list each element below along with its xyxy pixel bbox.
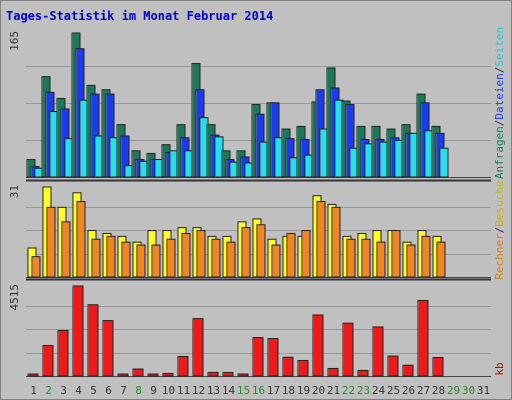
kb-bar	[372, 326, 384, 377]
seiten-bar	[439, 147, 449, 178]
rechner-bar	[121, 241, 131, 278]
y-max-label: 4515	[8, 284, 21, 311]
rechner-bar	[331, 206, 341, 278]
kb-bar	[387, 355, 399, 377]
day-tick-label: 6	[105, 384, 112, 397]
kb-bar	[162, 372, 174, 377]
day-tick-label: 5	[90, 384, 97, 397]
kb-bar	[237, 373, 249, 377]
kb-bar	[177, 355, 189, 377]
kb-bar	[432, 356, 444, 377]
day-tick-label: 7	[120, 384, 127, 397]
y-max-label: 165	[8, 31, 21, 51]
kb-bar	[222, 371, 234, 377]
kb-bar	[402, 364, 414, 377]
rechner-bar	[226, 241, 236, 278]
rechner-bar	[61, 221, 71, 278]
day-tick-label: 23	[357, 384, 370, 397]
day-tick-label: 25	[387, 384, 400, 397]
rechner-bar	[286, 232, 296, 278]
kb-bar	[312, 314, 324, 377]
kb-bar	[327, 367, 339, 377]
rechner-bar	[376, 241, 386, 278]
kb-bar	[267, 338, 279, 377]
kb-bar	[282, 356, 294, 377]
day-tick-label: 16	[252, 384, 265, 397]
rechner-bar	[241, 227, 251, 278]
day-tick-label: 31	[477, 384, 490, 397]
kb-bar	[252, 337, 264, 377]
kb-bar	[192, 318, 204, 377]
y-max-label: 31	[8, 185, 21, 198]
rechner-bar	[106, 235, 116, 278]
rechner-bar	[181, 232, 191, 278]
day-tick-label: 20	[312, 384, 325, 397]
day-tick-label: 17	[267, 384, 280, 397]
rechner-bar	[76, 201, 86, 278]
day-tick-label: 15	[237, 384, 250, 397]
kb-bar	[42, 345, 54, 377]
rechner-bar	[346, 238, 356, 278]
rechner-bar	[361, 238, 371, 278]
kb-bar	[147, 373, 159, 377]
day-tick-label: 10	[162, 384, 175, 397]
day-tick-label: 1	[30, 384, 37, 397]
day-tick-label: 21	[327, 384, 340, 397]
rechner-bar	[436, 241, 446, 278]
kb-bar	[72, 285, 84, 377]
kb-bar	[102, 320, 114, 377]
kb-bar	[417, 299, 429, 377]
kb-bar	[57, 330, 69, 377]
day-tick-label: 29	[447, 384, 460, 397]
kb-bar	[357, 369, 369, 377]
rechner-bar	[46, 206, 56, 278]
rechner-bar	[166, 238, 176, 278]
kb-bar	[297, 359, 309, 377]
day-tick-label: 19	[297, 384, 310, 397]
day-tick-label: 9	[150, 384, 157, 397]
rechner-bar	[421, 235, 431, 278]
legend-kb: kb	[493, 362, 506, 375]
rechner-bar	[151, 244, 161, 278]
day-tick-label: 24	[372, 384, 386, 397]
day-tick-label: 12	[192, 384, 205, 397]
rechner-bar	[91, 238, 101, 278]
day-tick-label: 30	[462, 384, 475, 397]
day-tick-label: 13	[207, 384, 220, 397]
day-tick-label: 14	[222, 384, 236, 397]
kb-bar	[207, 371, 219, 377]
day-tick-label: 27	[417, 384, 430, 397]
chart-title: Tages-Statistik im Monat Februar 2014	[6, 9, 274, 23]
legend-besuche-rechner: Rechner/Besuche	[493, 180, 506, 279]
rechner-bar	[211, 238, 221, 278]
day-tick-label: 28	[432, 384, 445, 397]
kb-bar	[117, 373, 129, 377]
day-tick-label: 18	[282, 384, 295, 397]
day-tick-label: 3	[60, 384, 67, 397]
rechner-bar	[31, 256, 41, 278]
day-tick-label: 26	[402, 384, 415, 397]
day-tick-label: 22	[342, 384, 355, 397]
rechner-bar	[391, 230, 401, 278]
kb-bar	[27, 373, 39, 377]
legend-anfragen-dateien-seiten: Anfragen/Dateien/Seiten	[493, 27, 506, 179]
kb-bar	[342, 322, 354, 377]
kb-bar	[87, 304, 99, 377]
day-tick-label: 4	[75, 384, 82, 397]
rechner-bar	[256, 224, 266, 278]
rechner-bar	[196, 230, 206, 278]
day-tick-label: 2	[45, 384, 52, 397]
rechner-bar	[136, 244, 146, 278]
rechner-bar	[316, 201, 326, 278]
rechner-bar	[406, 244, 416, 278]
rechner-bar	[271, 244, 281, 278]
day-tick-label: 11	[177, 384, 190, 397]
kb-bar	[132, 368, 144, 377]
day-tick-label: 8	[135, 384, 142, 397]
rechner-bar	[301, 230, 311, 278]
